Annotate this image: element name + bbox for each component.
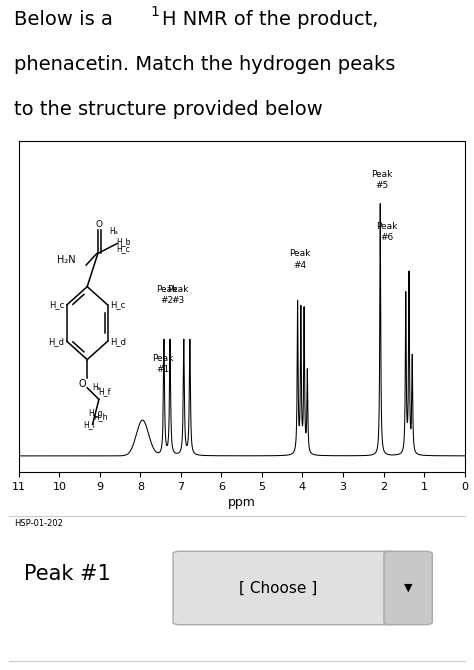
Text: Below is a: Below is a [14,9,119,29]
Text: Hₐ: Hₐ [109,226,118,236]
Text: [ Choose ]: [ Choose ] [239,580,317,596]
Text: HSP-01-202: HSP-01-202 [15,519,64,528]
Text: H₂N: H₂N [57,255,75,265]
Text: Peak
#4: Peak #4 [289,249,310,269]
Text: phenacetin. Match the hydrogen peaks: phenacetin. Match the hydrogen peaks [14,55,396,74]
Text: H_i: H_i [83,421,95,429]
Text: O: O [78,379,86,389]
Text: Peak
#1: Peak #1 [152,354,173,374]
Text: H_c: H_c [110,300,125,310]
Text: H_h: H_h [94,412,108,421]
Text: H_g: H_g [88,409,103,418]
Text: ▼: ▼ [404,583,412,593]
Text: H_d: H_d [110,337,126,346]
Text: Peak
#3: Peak #3 [167,285,189,305]
Text: H_c: H_c [116,244,130,253]
Text: Hₑ: Hₑ [92,383,101,393]
Text: Peak
#2: Peak #2 [156,285,177,305]
X-axis label: ppm: ppm [228,496,255,509]
Text: H_c: H_c [49,300,64,310]
Text: H_d: H_d [48,337,64,346]
Text: Peak
#5: Peak #5 [372,170,393,190]
Text: Peak
#6: Peak #6 [376,222,397,242]
Text: H_b: H_b [116,237,130,246]
Text: H_f: H_f [98,387,110,397]
Text: O: O [95,220,102,228]
Text: Peak #1: Peak #1 [24,564,110,584]
Text: H NMR of the product,: H NMR of the product, [162,9,378,29]
Text: 1: 1 [151,5,160,19]
FancyBboxPatch shape [384,551,432,624]
FancyBboxPatch shape [173,551,396,624]
Text: to the structure provided below: to the structure provided below [14,100,323,119]
